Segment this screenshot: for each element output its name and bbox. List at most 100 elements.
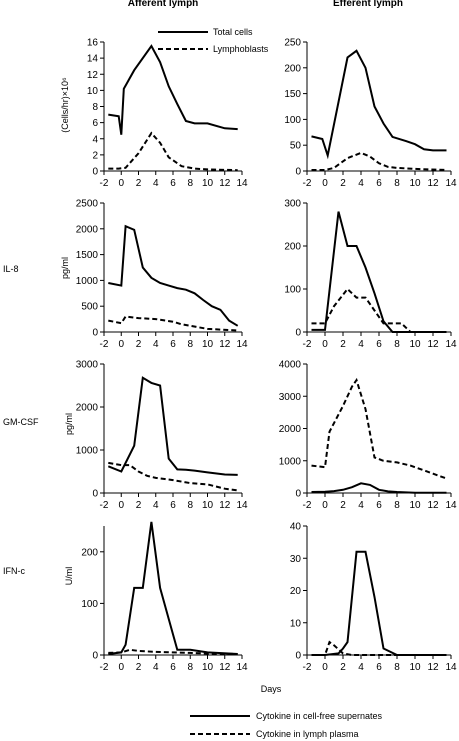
x-tick-label: 0: [118, 178, 124, 189]
x-tick-label: 10: [409, 662, 421, 673]
x-tick-label: 12: [219, 500, 231, 511]
top-legend: Total cells Lymphoblasts: [158, 27, 269, 54]
x-tick-label: 8: [394, 500, 400, 511]
y-tick-label: 2000: [279, 424, 302, 435]
y-tick-label: 250: [284, 38, 301, 49]
x-tick-label: 10: [202, 662, 214, 673]
y-tick-label: 1000: [76, 446, 99, 457]
series-line-dashed: [108, 461, 238, 492]
y-axis-label: pg/ml: [60, 257, 70, 279]
y-tick-label: 20: [290, 586, 302, 597]
series-line-dashed: [108, 131, 238, 172]
y-tick-label: 8: [92, 102, 98, 113]
x-tick-label: 12: [219, 662, 231, 673]
y-tick-label: 0: [92, 328, 98, 339]
x-tick-label: 14: [445, 662, 457, 673]
x-tick-label: -2: [303, 500, 312, 511]
series-line-solid: [311, 550, 447, 656]
x-tick-label: 6: [170, 178, 176, 189]
x-tick-label: -2: [100, 178, 109, 189]
y-tick-label: 100: [284, 115, 301, 126]
x-tick-label: 14: [445, 500, 457, 511]
x-tick-label: 0: [118, 662, 124, 673]
x-tick-label: 4: [358, 500, 364, 511]
y-tick-label: 200: [284, 63, 301, 74]
y-tick-label: 500: [81, 302, 98, 313]
y-tick-label: 100: [81, 599, 98, 610]
y-tick-label: 0: [295, 328, 301, 339]
x-tick-label: 12: [427, 662, 439, 673]
y-tick-label: 1500: [76, 250, 99, 261]
x-tick-label: 8: [187, 500, 193, 511]
y-tick-label: 2000: [76, 224, 99, 235]
column-header-efferent: Efferent lymph: [333, 0, 403, 9]
y-tick-label: 0: [295, 167, 301, 178]
y-axis-label: pg/ml: [64, 413, 74, 435]
x-tick-label: 2: [136, 178, 142, 189]
y-tick-label: 0: [92, 167, 98, 178]
x-tick-label: -2: [303, 662, 312, 673]
y-tick-label: 150: [284, 89, 301, 100]
x-tick-label: 2: [136, 339, 142, 350]
series-line-dashed: [311, 377, 447, 480]
x-tick-label: 6: [170, 662, 176, 673]
x-tick-label: 12: [427, 178, 439, 189]
x-tick-label: 2: [340, 339, 346, 350]
y-tick-label: 50: [290, 141, 302, 152]
y-tick-label: 30: [290, 554, 302, 565]
x-tick-label: -2: [100, 662, 109, 673]
x-tick-label: 12: [427, 500, 439, 511]
y-tick-label: 2000: [76, 403, 99, 414]
x-tick-label: 4: [358, 178, 364, 189]
y-axis-label: U/ml: [64, 567, 74, 586]
x-tick-label: 0: [322, 500, 328, 511]
y-tick-label: 1000: [76, 276, 99, 287]
x-tick-label: 0: [322, 662, 328, 673]
x-tick-label: 4: [153, 662, 159, 673]
x-axis-label: Days: [261, 684, 282, 694]
x-tick-label: 10: [202, 500, 214, 511]
y-tick-label: 12: [87, 70, 99, 81]
x-tick-label: 10: [409, 339, 421, 350]
x-tick-label: 2: [136, 500, 142, 511]
x-tick-label: 6: [376, 500, 382, 511]
x-tick-label: 2: [340, 662, 346, 673]
x-tick-label: 8: [394, 339, 400, 350]
y-tick-label: 40: [290, 522, 302, 533]
y-tick-label: 200: [81, 547, 98, 558]
x-tick-label: 8: [187, 662, 193, 673]
series-line-solid: [108, 521, 238, 655]
y-tick-label: 3000: [76, 360, 99, 371]
x-tick-label: 8: [187, 339, 193, 350]
series-line-solid: [108, 224, 239, 327]
y-tick-label: 2500: [76, 199, 99, 210]
bottom-legend-supernates: Cytokine in cell-free supernates: [256, 711, 383, 721]
x-tick-label: 6: [376, 178, 382, 189]
x-tick-label: 4: [153, 339, 159, 350]
column-header-afferent: Afferent lymph: [128, 0, 199, 9]
y-tick-label: 4000: [279, 360, 302, 371]
x-tick-label: 10: [202, 339, 214, 350]
x-tick-label: 4: [153, 500, 159, 511]
x-tick-label: 4: [358, 662, 364, 673]
row-label-ifnc: IFN-c: [3, 566, 25, 576]
x-tick-label: 0: [118, 339, 124, 350]
x-tick-label: 10: [409, 178, 421, 189]
x-tick-label: 0: [118, 500, 124, 511]
x-tick-label: 10: [409, 500, 421, 511]
x-tick-label: -2: [303, 339, 312, 350]
x-tick-label: 12: [219, 178, 231, 189]
series-line-solid: [311, 49, 447, 160]
x-tick-label: 8: [394, 178, 400, 189]
x-tick-label: 14: [445, 178, 457, 189]
x-tick-label: 0: [322, 178, 328, 189]
y-tick-label: 10: [87, 86, 99, 97]
x-tick-label: 4: [358, 339, 364, 350]
y-tick-label: 300: [284, 199, 301, 210]
